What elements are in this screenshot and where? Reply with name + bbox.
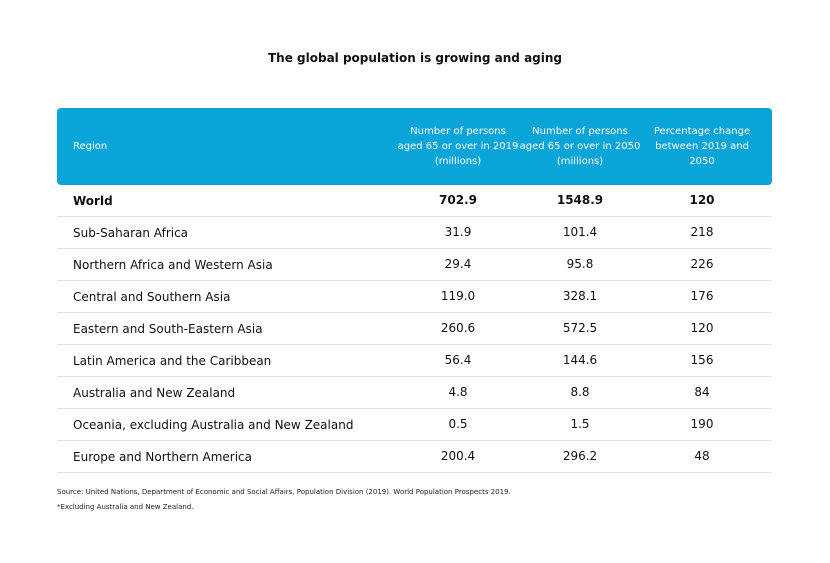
table-cell: 48 (694, 449, 710, 463)
table-row: Latin America and the Caribbean 56.4 144.6… (57, 345, 772, 377)
table-cell: 260.6 (440, 321, 476, 335)
table-cell: Sub-Saharan Africa (73, 225, 189, 240)
header-cell: Number of persons aged 65 or over in 201… (397, 126, 519, 167)
table-cell: Australia and New Zealand (73, 385, 236, 400)
footnote: *Excluding Australia and New Zealand. (57, 503, 194, 511)
table-cell: 328.1 (562, 289, 598, 303)
table: Region Number of persons aged 65 or over … (57, 108, 772, 473)
table-cell: Oceania, excluding Australia and New Zea… (73, 417, 354, 432)
table-cell: 1.5 (570, 417, 590, 431)
table-cell: 156 (690, 353, 714, 367)
table-cell: Central and Southern Asia (73, 289, 231, 304)
table-cell: 4.8 (448, 385, 468, 399)
table-cell: 0.5 (448, 417, 468, 431)
header-cell: Percentage change between 2019 and 2050 (653, 126, 751, 167)
table-row: World 702.9 1548.9 120 (57, 185, 772, 217)
header-cell: Number of persons aged 65 or over in 205… (519, 126, 641, 167)
table-cell: 8.8 (570, 385, 590, 399)
table-row: Eastern and South-Eastern Asia 260.6 572.5… (57, 313, 772, 345)
table-row: Europe and Northern America 200.4 296.2 48 (57, 441, 772, 473)
table-cell: 84 (694, 385, 710, 399)
table-cell: 226 (690, 257, 714, 271)
table-cell: 119.0 (440, 289, 476, 303)
table-cell: Eastern and South-Eastern Asia (73, 321, 263, 336)
table-cell: Northern Africa and Western Asia (73, 257, 273, 272)
table-row: Sub-Saharan Africa 31.9 101.4 218 (57, 217, 772, 249)
title: The global population is growing and agi… (268, 51, 562, 65)
table-cell: Latin America and the Caribbean (73, 353, 272, 368)
table-row: Northern Africa and Western Asia 29.4 95.8… (57, 249, 772, 281)
table-cell: 56.4 (444, 353, 472, 367)
footnote: Source: United Nations, Department of Ec… (57, 488, 511, 496)
table-row: Australia and New Zealand 4.8 8.8 84 (57, 377, 772, 409)
table-cell: World (73, 193, 113, 208)
table-cell: 190 (690, 417, 714, 431)
table-cell: 296.2 (562, 449, 598, 463)
table-cell: 120 (689, 193, 715, 207)
table-cell: 702.9 (439, 193, 477, 207)
table-cell: 31.9 (444, 225, 472, 239)
table-row: Central and Southern Asia 119.0 328.1 176 (57, 281, 772, 313)
table-cell: 95.8 (566, 257, 594, 271)
table-cell: 200.4 (440, 449, 476, 463)
table-cell: 120 (690, 321, 714, 335)
table-header: Region Number of persons aged 65 or over … (57, 108, 772, 185)
table-cell: 29.4 (444, 257, 472, 271)
table-cell: 218 (690, 225, 714, 239)
header-cell: Region (73, 141, 108, 152)
table-cell: 1548.9 (556, 193, 604, 207)
table-cell: 144.6 (562, 353, 598, 367)
table-cell: 176 (690, 289, 714, 303)
table-cell: 101.4 (562, 225, 598, 239)
table-cell: Europe and Northern America (73, 449, 252, 464)
table-cell: 572.5 (562, 321, 598, 335)
table-row: Oceania, excluding Australia and New Zea… (57, 409, 772, 441)
